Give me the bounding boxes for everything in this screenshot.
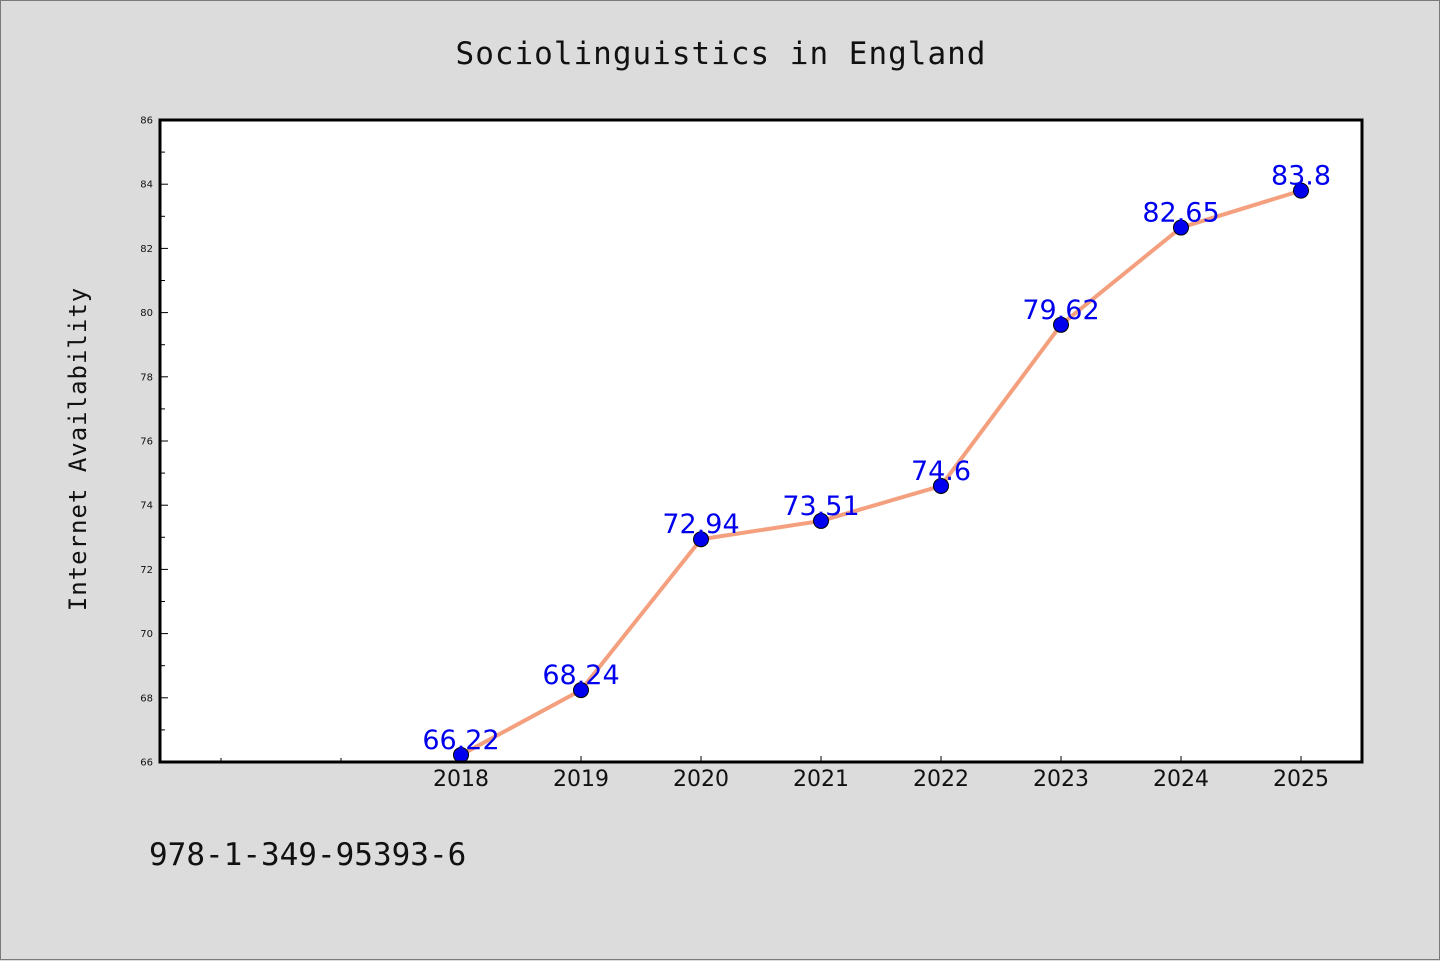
y-tick-label: 76 xyxy=(140,437,153,448)
data-point xyxy=(693,531,709,548)
x-tick-label: 2020 xyxy=(673,767,729,792)
y-tick-label: 70 xyxy=(140,629,153,640)
data-point xyxy=(933,477,949,494)
data-labels-group: 66.22 68.24 72.94 73.51 74.6 79.62 82.65 83.8 xyxy=(422,161,1331,756)
x-tick-label: 2024 xyxy=(1153,767,1209,792)
y-tick-label: 84 xyxy=(140,180,153,191)
y-tick-label: 82 xyxy=(140,244,153,255)
data-label: 74.6 xyxy=(911,456,971,487)
series-line xyxy=(460,188,1302,757)
data-point xyxy=(813,512,829,529)
series-line-group xyxy=(460,188,1302,757)
data-label: 68.24 xyxy=(542,660,619,691)
x-tick-label: 2023 xyxy=(1033,767,1089,792)
x-tick-label: 2022 xyxy=(913,767,969,792)
x-tick-label: 2025 xyxy=(1273,767,1329,792)
data-label: 83.8 xyxy=(1271,161,1331,192)
y-tick-label: 86 xyxy=(140,116,153,127)
chart-title: Sociolinguistics in England xyxy=(456,36,987,72)
x-axis: 2018 2019 2020 2021 2022 2023 2024 2025 xyxy=(220,756,1329,792)
data-label: 82.65 xyxy=(1142,198,1219,229)
x-tick-label: 2018 xyxy=(433,767,489,792)
data-label: 66.22 xyxy=(422,725,499,756)
y-tick-label: 78 xyxy=(140,372,153,383)
y-tick-label: 74 xyxy=(140,501,153,512)
y-tick-label: 66 xyxy=(140,758,153,769)
data-label: 79.62 xyxy=(1022,295,1099,326)
data-label: 73.51 xyxy=(782,491,859,522)
y-tick-label: 68 xyxy=(140,693,153,704)
y-tick-label: 72 xyxy=(140,565,153,576)
data-point xyxy=(1053,316,1069,333)
y-tick-label: 80 xyxy=(140,308,153,319)
data-point xyxy=(1293,182,1309,199)
y-axis-label: Internet Availability xyxy=(64,287,92,611)
markers-group xyxy=(453,182,1309,763)
plot-border xyxy=(158,118,1364,764)
x-tick-label: 2019 xyxy=(553,767,609,792)
data-label: 72.94 xyxy=(662,509,739,540)
isbn-text: 978-1-349-95393-6 xyxy=(149,837,466,873)
data-point xyxy=(573,682,589,699)
x-tick-label: 2021 xyxy=(793,767,849,792)
data-point xyxy=(1173,219,1189,236)
plot-area xyxy=(160,120,1362,762)
